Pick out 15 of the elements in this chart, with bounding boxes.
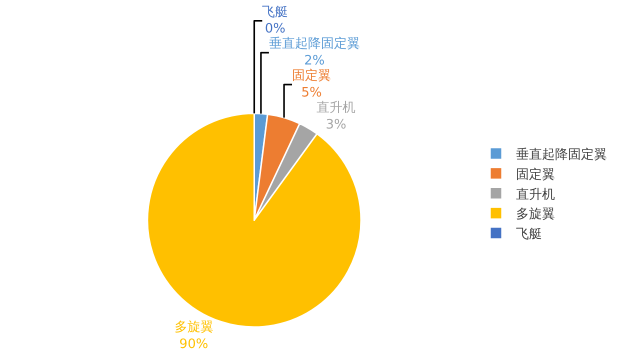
legend-label: 飞艇 xyxy=(516,227,542,242)
legend-label: 多旋翼 xyxy=(516,207,555,222)
text: 0% xyxy=(264,22,286,37)
legend-label: 垂直起降固定翼 xyxy=(516,148,607,163)
slice-label: 固定翼 xyxy=(292,68,332,84)
slice-label: 直升机 xyxy=(316,100,356,116)
data-label: 90% xyxy=(179,337,208,352)
legend-label: 固定翼 xyxy=(516,167,555,182)
category-label: 飞艇 xyxy=(262,4,288,20)
legend-label: 直升机 xyxy=(516,187,555,202)
slice-label: 垂直起降固定翼 xyxy=(268,36,360,52)
data-label: 2% xyxy=(304,54,325,69)
data-label: 5% xyxy=(301,86,322,101)
data-label: 3% xyxy=(326,117,346,132)
slice-label: 多旋翼 xyxy=(174,320,214,336)
